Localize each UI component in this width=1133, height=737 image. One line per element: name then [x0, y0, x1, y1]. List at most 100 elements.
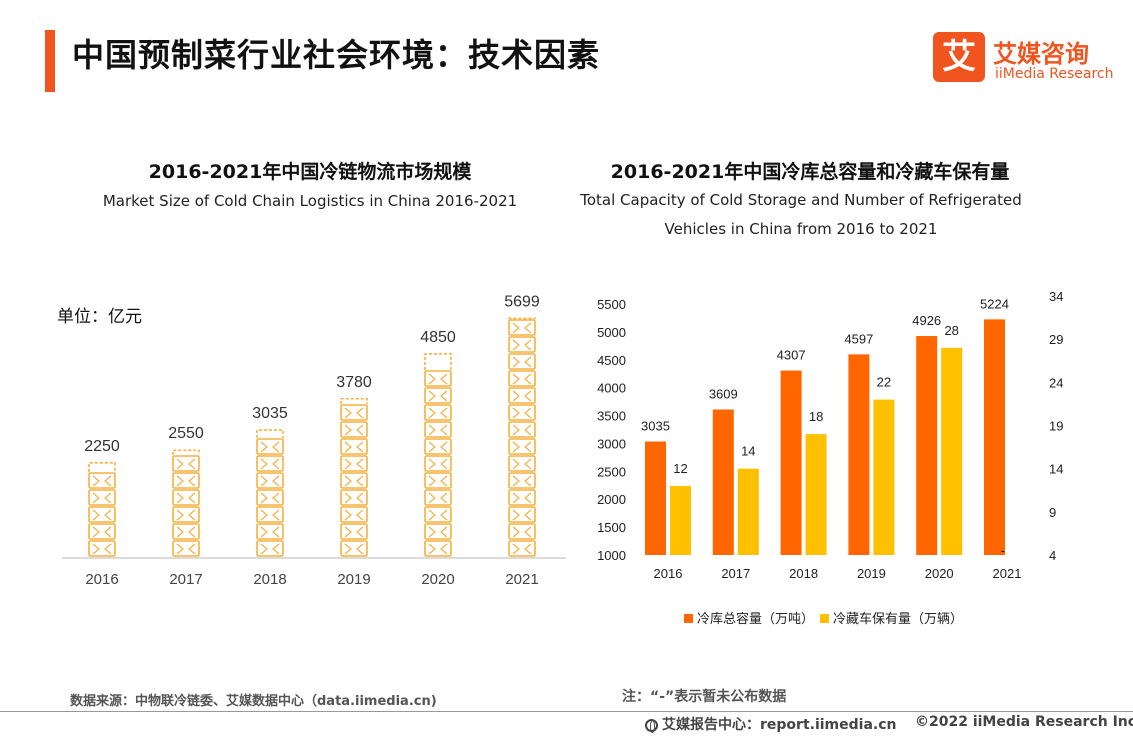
pallet-top	[172, 449, 200, 455]
pallet-brace	[428, 458, 448, 470]
label-cold-storage-2016: 3035	[641, 418, 670, 433]
pallet-brace	[428, 543, 448, 555]
pallet-brace	[260, 458, 280, 470]
left-axis-tick: 2000	[597, 492, 626, 507]
legend-label-refrigerated-vehicles: 冷藏车保有量（万辆）	[833, 612, 964, 627]
pallet-brace	[512, 373, 532, 385]
pallet-top	[508, 317, 536, 320]
bar-2016	[88, 462, 116, 557]
pallet-brace	[92, 509, 112, 521]
footer-divider	[0, 711, 1133, 712]
legend-swatch-yellow	[820, 614, 829, 623]
label-cold-storage-2021: 5224	[980, 296, 1009, 311]
legend-swatch-orange	[684, 614, 693, 623]
pallet-brace	[260, 509, 280, 521]
legend-item-cold-storage: 冷库总容量（万吨）	[684, 608, 814, 627]
pallet-brace	[512, 407, 532, 419]
pallet-block	[256, 523, 284, 540]
pallet-block	[340, 455, 368, 472]
bar-cold-storage-2016	[645, 441, 666, 555]
bar-2018	[256, 429, 284, 557]
tick-label-2019: 2019	[857, 566, 886, 581]
pallet-brace	[260, 441, 280, 453]
pallet-block	[340, 489, 368, 506]
bar-vehicles-2020	[941, 347, 963, 555]
pallet-top	[256, 429, 284, 438]
pallet-block	[424, 472, 452, 489]
right-axis-tick: 4	[1049, 548, 1056, 563]
pallet-brace	[428, 492, 448, 504]
pallet-brace	[428, 390, 448, 402]
pallet-block	[424, 387, 452, 404]
pallet-block	[256, 472, 284, 489]
left-chart-title: 2016-2021年中国冷链物流市场规模	[148, 161, 472, 183]
label-cold-storage-2018: 4307	[777, 348, 806, 363]
pallet-brace	[176, 492, 196, 504]
pallet-brace	[428, 475, 448, 487]
bar-cold-storage-2017	[712, 409, 734, 555]
footer-site-text[interactable]: 艾媒报告中心：report.iimedia.cn	[662, 717, 897, 733]
pallet-brace	[344, 492, 364, 504]
left-chart-subtitle: Market Size of Cold Chain Logistics in C…	[102, 192, 518, 210]
tick-label-2018: 2018	[789, 566, 818, 581]
label-vehicles-2016: 12	[673, 461, 687, 476]
bar-2019	[340, 397, 368, 557]
tick-label-2020: 2020	[925, 566, 954, 581]
pallet-block	[508, 438, 536, 455]
right-axis-tick: 29	[1049, 332, 1063, 347]
label-cold-storage-2019: 4597	[844, 331, 873, 346]
pallet-block	[424, 506, 452, 523]
legend-label-cold-storage: 冷库总容量（万吨）	[697, 612, 815, 627]
right-axis-tick: 9	[1049, 505, 1056, 520]
globe-icon	[645, 719, 658, 733]
pallet-block	[424, 455, 452, 472]
pallet-block	[508, 421, 536, 438]
pallet-block	[508, 455, 536, 472]
label-vehicles-2019: 22	[877, 375, 891, 390]
footer-site[interactable]: 艾媒报告中心：report.iimedia.cn	[645, 714, 897, 734]
pallet-brace	[512, 322, 532, 334]
data-label-2021: 5699	[504, 293, 540, 310]
pallet-brace	[428, 373, 448, 385]
pallet-brace	[92, 543, 112, 555]
footer-copyright: ©2022 iiMedia Research Inc	[915, 714, 1133, 730]
pallet-top	[88, 462, 116, 472]
bar-2020	[424, 353, 452, 557]
pallet-brace	[344, 526, 364, 538]
pallet-brace	[512, 356, 532, 368]
pallet-brace	[428, 526, 448, 538]
bar-2021	[508, 317, 536, 557]
left-axis-tick: 4500	[597, 353, 626, 368]
pallet-brace	[512, 441, 532, 453]
pallet-brace	[344, 458, 364, 470]
pallet-brace	[344, 441, 364, 453]
pallet-brace	[92, 475, 112, 487]
tick-label-2016: 2016	[654, 566, 683, 581]
pallet-brace	[428, 509, 448, 521]
pallet-brace	[344, 407, 364, 419]
left-axis-tick: 5000	[597, 325, 626, 340]
pallet-block	[340, 404, 368, 421]
pallet-brace	[428, 424, 448, 436]
label-vehicles-2020: 28	[944, 323, 958, 338]
pallet-block	[508, 319, 536, 336]
pallet-block	[508, 370, 536, 387]
tick-label-2019: 2019	[337, 571, 370, 588]
right-axis-tick: 24	[1049, 375, 1063, 390]
pallet-brace	[512, 390, 532, 402]
logo-mark	[933, 32, 985, 82]
bar-vehicles-2018	[805, 434, 827, 555]
pallet-block	[88, 472, 116, 489]
pallet-block	[424, 489, 452, 506]
bar-cold-storage-2019	[848, 354, 870, 555]
data-label-2017: 2550	[168, 425, 204, 442]
pallet-block	[172, 472, 200, 489]
data-label-2020: 4850	[420, 329, 456, 346]
pallet-block	[172, 523, 200, 540]
right-chart-subtitle-line1: Total Capacity of Cold Storage and Numbe…	[580, 191, 1022, 209]
pallet-block	[508, 353, 536, 370]
left-axis-tick: 1500	[597, 520, 626, 535]
pallet-brace	[176, 543, 196, 555]
data-label-2019: 3780	[336, 374, 372, 391]
tick-label-2017: 2017	[169, 571, 202, 588]
